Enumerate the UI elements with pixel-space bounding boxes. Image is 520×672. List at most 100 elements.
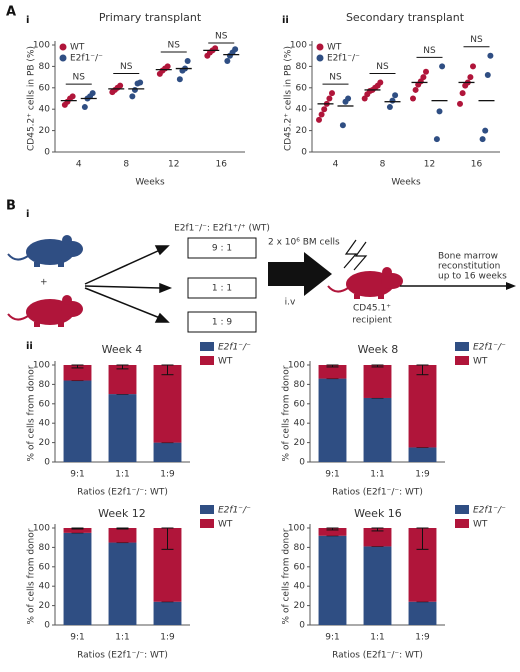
legend-label: WT: [473, 520, 488, 530]
bar-segment: [153, 601, 182, 625]
big-arrow: [268, 252, 332, 296]
x-tick-label: 8: [380, 160, 386, 170]
legend-swatch: [200, 342, 214, 351]
data-point: [345, 95, 352, 102]
bar-segment: [318, 378, 347, 462]
ratio: 1 : 1: [212, 284, 232, 294]
y-tick-label: 60: [296, 83, 308, 93]
y-tick-label: 40: [294, 582, 306, 592]
bar-segment: [318, 528, 347, 536]
x-axis-label: Ratios (E2f1⁻/⁻: WT): [77, 651, 168, 661]
x-axis-label: Ratios (E2f1⁻/⁻: WT): [332, 488, 423, 498]
data-point: [316, 116, 322, 123]
data-point: [439, 63, 446, 70]
y-tick-label: 80: [294, 543, 306, 553]
bar-segment: [318, 535, 347, 625]
x-tick-label: 1:9: [415, 470, 430, 480]
y-tick-label: 80: [296, 62, 308, 72]
data-point: [318, 111, 325, 118]
outcome: up to 16 weeks: [438, 272, 507, 282]
panel-label: i: [26, 15, 29, 26]
legend-label: WT: [218, 357, 233, 367]
data-point: [457, 100, 463, 107]
data-point: [487, 52, 494, 59]
x-tick-label: 9:1: [70, 470, 84, 480]
data-point: [479, 136, 486, 143]
y-axis-label: % of cells from donor: [27, 365, 37, 461]
y-tick-label: 60: [39, 399, 51, 409]
bar-segment: [63, 365, 92, 381]
y-tick-label: 80: [39, 543, 51, 553]
data-point: [389, 97, 396, 104]
y-tick-label: 20: [296, 126, 308, 136]
y-tick-label: 40: [39, 419, 51, 429]
x-axis-label: Ratios (E2f1⁻/⁻: WT): [77, 488, 168, 498]
ratio: 1 : 9: [212, 318, 232, 328]
bar-segment: [363, 397, 392, 462]
panel-label: ii: [282, 15, 289, 26]
panel-label: ii: [26, 341, 33, 352]
outcome: Bone marrow: [438, 252, 498, 262]
x-tick-label: 1:9: [160, 633, 175, 643]
y-tick-label: 60: [294, 562, 306, 572]
data-point: [176, 76, 183, 83]
y-tick-label: 60: [294, 399, 306, 409]
plus: +: [40, 278, 48, 288]
data-point: [392, 92, 399, 99]
significance-label: NS: [120, 62, 133, 72]
x-axis-label: Weeks: [135, 178, 165, 188]
legend-swatch: [455, 356, 469, 365]
bar-segment: [153, 442, 182, 462]
y-tick-label: 80: [39, 380, 51, 390]
y-tick-label: 0: [44, 148, 50, 158]
y-tick-label: 20: [39, 438, 51, 448]
y-axis-label: % of cells from donor: [27, 528, 37, 624]
legend-label: WT: [473, 357, 488, 367]
data-point: [482, 127, 489, 134]
y-tick-label: 100: [33, 361, 50, 371]
data-point: [436, 108, 443, 115]
x-tick-label: 1:9: [160, 470, 175, 480]
y-tick-label: 40: [39, 582, 51, 592]
significance-label: NS: [423, 46, 436, 56]
arrow: [506, 282, 516, 290]
data-point: [137, 79, 144, 86]
chart-title: Secondary transplant: [346, 11, 465, 24]
data-point: [131, 86, 138, 93]
y-tick-label: 100: [33, 41, 50, 51]
ratio-box: [187, 311, 257, 333]
y-tick-label: 20: [39, 126, 51, 136]
data-point: [467, 74, 474, 81]
recipient-label: CD45.1⁺: [353, 304, 391, 314]
x-tick-label: 12: [424, 160, 435, 170]
y-axis-label: CD45.2⁺ cells in PB (%): [27, 46, 37, 151]
donor-mouse: [7, 234, 84, 268]
x-tick-label: 1:1: [115, 470, 129, 480]
bar-segment: [63, 528, 92, 533]
legend-swatch: [455, 342, 469, 351]
data-point: [459, 90, 466, 97]
ratio: 9 : 1: [212, 244, 232, 254]
data-point: [89, 90, 96, 97]
x-tick-label: 9:1: [325, 633, 339, 643]
y-tick-label: 100: [290, 41, 307, 51]
legend-swatch: [200, 356, 214, 365]
legend-label: E2f1⁻/⁻: [70, 54, 103, 64]
x-tick-label: 1:1: [370, 633, 384, 643]
data-point: [224, 58, 231, 65]
irradiation: [353, 241, 368, 271]
y-tick-label: 80: [294, 380, 306, 390]
y-axis-label: % of cells from donor: [282, 528, 292, 624]
y-axis-label: % of cells from donor: [282, 365, 292, 461]
bar-segment: [108, 542, 137, 625]
y-tick-label: 100: [288, 524, 305, 534]
legend-label: E2f1⁻/⁻: [218, 506, 251, 516]
data-point: [412, 86, 419, 93]
panel-label: i: [26, 209, 29, 220]
data-point: [386, 104, 393, 111]
x-tick-label: 8: [123, 160, 129, 170]
bar-segment: [408, 365, 437, 448]
x-tick-label: 16: [471, 160, 483, 170]
chart-title: Primary transplant: [99, 11, 202, 24]
legend-label: WT: [218, 520, 233, 530]
